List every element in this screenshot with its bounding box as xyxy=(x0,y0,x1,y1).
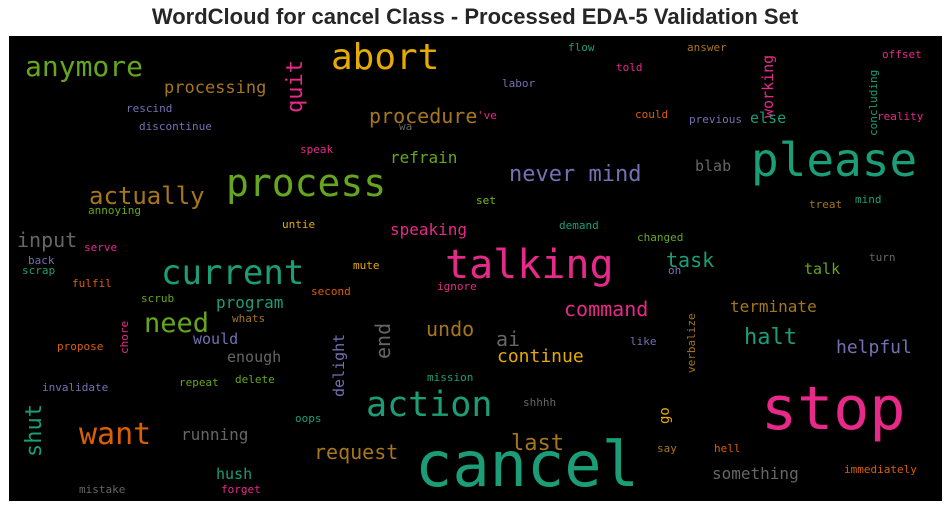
wordcloud-canvas: cancel stop please talking process abort actio… xyxy=(9,36,942,501)
word-something: something xyxy=(712,464,799,483)
word-quit: quit xyxy=(283,60,308,113)
word-offset: offset xyxy=(882,48,922,61)
word-delete: delete xyxy=(235,373,275,386)
word-speak: speak xyxy=(300,143,333,156)
word-verbalize: verbalize xyxy=(685,313,698,373)
wordcloud-svg: cancel stop please talking process abort actio… xyxy=(17,37,924,501)
word-hush: hush xyxy=(216,465,252,483)
word-halt: halt xyxy=(744,325,797,350)
word-command: command xyxy=(564,297,648,321)
word-treat: treat xyxy=(809,198,842,211)
word-shhhh: shhhh xyxy=(523,396,556,409)
word-anymore: anymore xyxy=(25,50,143,83)
word-continue: continue xyxy=(497,346,584,367)
word-actually: actually xyxy=(89,182,205,210)
word-forget: forget xyxy=(221,483,261,496)
word-please: please xyxy=(751,133,917,187)
word-undo: undo xyxy=(426,317,474,341)
word-want: want xyxy=(79,417,151,452)
word-input: input xyxy=(17,228,77,252)
word-would: would xyxy=(193,330,238,348)
word-speaking: speaking xyxy=(390,220,467,239)
word-mind: mind xyxy=(855,193,882,206)
word-set: set xyxy=(476,194,496,207)
chart-title: WordCloud for cancel Class - Processed E… xyxy=(151,4,799,29)
word-task: task xyxy=(666,248,714,272)
word-helpful: helpful xyxy=(836,337,912,358)
word-say: say xyxy=(657,442,677,455)
word-mute: mute xyxy=(353,259,380,272)
word-discontinue: discontinue xyxy=(139,120,212,133)
word-working: working xyxy=(759,55,777,118)
word-immediately: immediately xyxy=(844,463,917,476)
word-labor: labor xyxy=(502,77,535,90)
word-annoying: annoying xyxy=(88,204,141,217)
word-ignore: ignore xyxy=(437,280,477,293)
word-scrap: scrap xyxy=(22,264,55,277)
word-else: else xyxy=(750,109,786,127)
word-answer: answer xyxy=(687,41,727,54)
word-chore: chore xyxy=(118,321,131,354)
word-enough: enough xyxy=(227,348,281,366)
word-end: end xyxy=(371,323,395,359)
word-whats: whats xyxy=(232,312,265,325)
word-flow: flow xyxy=(568,41,595,54)
word-procedure: procedure xyxy=(369,104,477,128)
word-second: second xyxy=(311,285,351,298)
word-need: need xyxy=(144,308,209,339)
word-processing: processing xyxy=(164,78,266,98)
word-delight: delight xyxy=(330,334,348,397)
word-ve: 've xyxy=(477,109,497,122)
word-go: go xyxy=(657,407,673,424)
word-set-2: set xyxy=(476,194,496,207)
word-wa: wa xyxy=(399,120,412,133)
word-told: told xyxy=(616,61,643,74)
word-request: request xyxy=(314,440,398,464)
word-blab: blab xyxy=(695,157,731,175)
word-ai: ai xyxy=(496,327,520,351)
word-running: running xyxy=(181,425,248,444)
word-shut: shut xyxy=(22,404,47,457)
word-invalidate: invalidate xyxy=(42,381,108,394)
word-talk: talk xyxy=(804,260,840,278)
word-oops: oops xyxy=(295,412,322,425)
word-concluding: concluding xyxy=(867,70,880,136)
word-previous: previous xyxy=(689,113,742,126)
word-like: like xyxy=(630,335,657,348)
word-stop: stop xyxy=(761,374,906,444)
word-could: could xyxy=(635,108,668,121)
word-current: current xyxy=(161,253,304,293)
word-serve: serve xyxy=(84,241,117,254)
word-never-mind: never mind xyxy=(509,162,641,187)
word-rescind: rescind xyxy=(126,102,172,115)
word-mistake: mistake xyxy=(79,483,125,496)
word-mission: mission xyxy=(427,371,473,384)
word-turn: turn xyxy=(869,251,896,264)
word-cancel: cancel xyxy=(415,428,639,501)
word-demand: demand xyxy=(559,219,599,232)
word-changed: changed xyxy=(637,231,683,244)
word-repeat: repeat xyxy=(179,376,219,389)
word-untie: untie xyxy=(282,218,315,231)
word-back: back xyxy=(28,254,55,267)
word-abort: abort xyxy=(331,37,439,78)
word-hell: hell xyxy=(714,442,741,455)
word-talking: talking xyxy=(445,242,614,288)
word-reality: reality xyxy=(877,110,924,123)
word-last: last xyxy=(511,431,564,456)
word-refrain: refrain xyxy=(390,148,457,167)
word-terminate: terminate xyxy=(730,297,817,316)
word-oh: oh xyxy=(668,264,681,277)
word-action: action xyxy=(366,385,492,425)
word-scrub: scrub xyxy=(141,292,174,305)
word-process: process xyxy=(226,161,386,205)
word-propose: propose xyxy=(57,340,103,353)
word-fulfil: fulfil xyxy=(72,277,112,290)
word-program: program xyxy=(216,293,283,312)
